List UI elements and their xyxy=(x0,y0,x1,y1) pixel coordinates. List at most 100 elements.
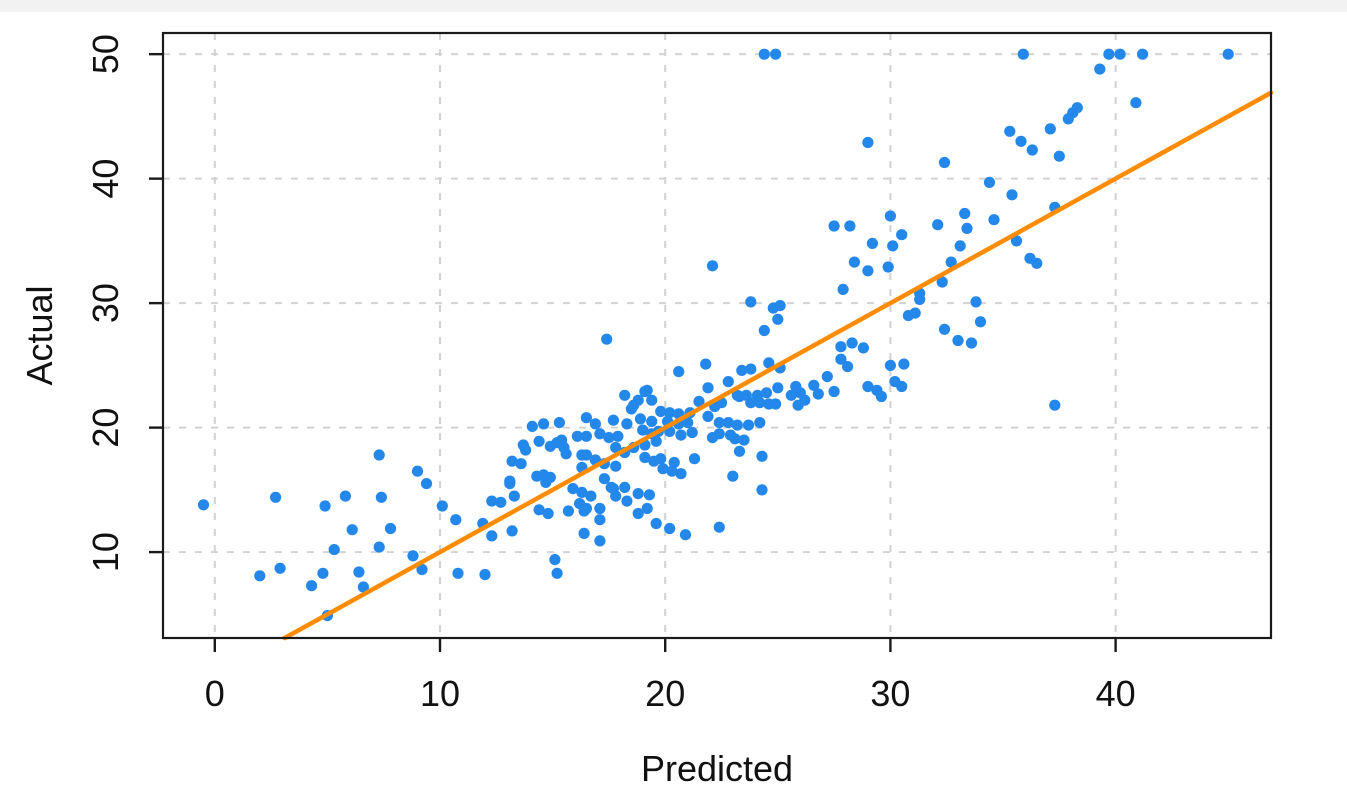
data-point xyxy=(664,522,676,535)
data-point xyxy=(621,418,633,430)
data-point xyxy=(317,567,329,579)
data-point xyxy=(808,379,820,391)
data-point xyxy=(828,220,840,232)
data-point xyxy=(549,554,561,566)
data-point xyxy=(702,382,714,394)
data-point xyxy=(373,449,385,461)
data-point xyxy=(621,495,633,507)
data-point xyxy=(909,307,921,319)
data-point xyxy=(506,525,518,537)
data-point xyxy=(1071,102,1083,114)
data-point xyxy=(610,490,622,502)
data-point xyxy=(607,414,620,426)
data-point xyxy=(664,407,676,419)
data-point xyxy=(1031,257,1043,269)
data-point xyxy=(965,337,978,349)
data-point xyxy=(646,394,658,406)
x-tick-label: 10 xyxy=(420,673,460,714)
data-point xyxy=(533,504,545,516)
data-point xyxy=(452,567,464,579)
data-point xyxy=(632,488,644,500)
identity-line xyxy=(282,90,1274,641)
data-point xyxy=(898,358,910,370)
data-point xyxy=(384,522,397,535)
data-point xyxy=(357,581,369,593)
data-point xyxy=(542,507,554,520)
data-point xyxy=(436,500,448,512)
data-point xyxy=(974,316,987,328)
data-point xyxy=(785,389,797,401)
data-point xyxy=(1130,97,1142,109)
data-point xyxy=(702,410,714,422)
data-point xyxy=(551,567,563,579)
data-point xyxy=(758,324,770,337)
data-point xyxy=(745,397,757,409)
data-point xyxy=(896,380,908,393)
y-tick-label: 40 xyxy=(85,159,126,199)
data-point xyxy=(610,460,622,472)
data-point xyxy=(842,361,854,373)
data-point xyxy=(835,353,847,365)
data-point xyxy=(772,313,784,325)
data-point xyxy=(988,214,1000,226)
window-top-strip xyxy=(0,0,1347,12)
data-point xyxy=(756,484,768,496)
gridlines xyxy=(163,33,1271,638)
data-point xyxy=(495,496,507,508)
data-point xyxy=(1094,63,1106,75)
data-point xyxy=(770,398,782,410)
data-point xyxy=(884,210,897,222)
data-point xyxy=(896,229,908,241)
x-tick-label: 0 xyxy=(205,673,225,714)
data-point xyxy=(589,418,602,430)
data-point xyxy=(763,357,775,369)
data-point xyxy=(887,240,899,252)
data-point xyxy=(1103,48,1115,60)
data-point xyxy=(1053,150,1065,162)
data-point xyxy=(1017,48,1029,60)
data-point xyxy=(533,435,545,447)
data-point xyxy=(601,333,613,345)
data-point xyxy=(637,424,649,436)
data-point xyxy=(634,413,647,425)
y-tick-label: 10 xyxy=(85,532,126,572)
data-point xyxy=(722,376,734,388)
data-point xyxy=(679,529,692,541)
data-point xyxy=(603,432,615,444)
data-point xyxy=(1044,123,1056,135)
data-point xyxy=(760,387,773,399)
data-point xyxy=(504,475,516,487)
data-point xyxy=(643,489,656,501)
data-point xyxy=(560,448,572,460)
data-point xyxy=(346,524,358,536)
y-tick-label: 30 xyxy=(85,283,126,323)
data-point xyxy=(932,219,944,231)
data-point xyxy=(508,490,520,502)
data-point xyxy=(733,390,746,403)
data-point xyxy=(952,334,964,347)
data-point xyxy=(353,566,365,578)
data-point xyxy=(254,570,266,582)
data-point xyxy=(612,430,624,442)
data-point xyxy=(857,342,870,354)
x-tick-label: 20 xyxy=(645,673,685,714)
data-point xyxy=(770,48,782,60)
data-point xyxy=(274,562,286,574)
data-point xyxy=(610,441,622,454)
x-tick-label: 40 xyxy=(1096,673,1136,714)
data-point xyxy=(540,476,552,488)
data-point xyxy=(666,465,678,477)
data-point xyxy=(673,366,685,378)
data-point xyxy=(270,491,282,503)
data-point xyxy=(686,427,698,439)
data-point xyxy=(848,256,861,268)
data-point xyxy=(688,453,701,465)
data-point xyxy=(884,359,897,371)
scatter-points xyxy=(197,48,1234,622)
data-point xyxy=(373,541,385,553)
data-point xyxy=(706,432,719,444)
data-point xyxy=(682,417,694,429)
data-point xyxy=(1137,48,1149,60)
data-point xyxy=(650,517,662,530)
data-point xyxy=(479,568,491,581)
